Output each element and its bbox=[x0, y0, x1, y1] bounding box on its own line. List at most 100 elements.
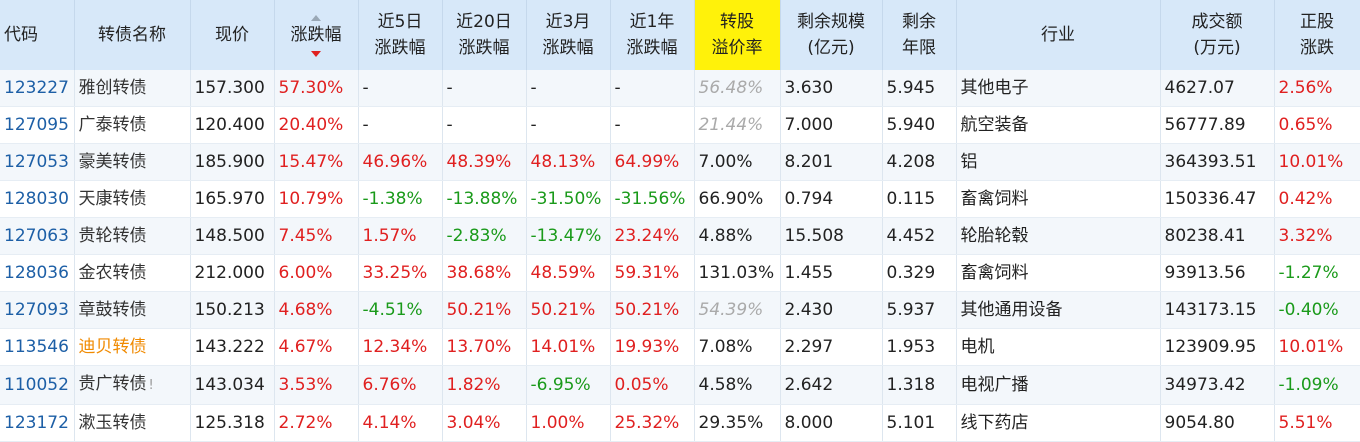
name-value[interactable]: 金农转债 bbox=[78, 263, 147, 283]
change-value: 3.53% bbox=[278, 375, 333, 395]
name-value[interactable]: 章鼓转债 bbox=[78, 300, 147, 320]
code-value[interactable]: 127063 bbox=[4, 226, 69, 246]
remaining-years-value: 4.452 bbox=[886, 226, 936, 246]
cell-code[interactable]: 110052 bbox=[0, 365, 75, 405]
table-row[interactable]: 128036 金农转债 212.000 6.00% 33.25% 38.68% 48.59%… bbox=[0, 254, 1360, 292]
code-value[interactable]: 127053 bbox=[4, 152, 69, 172]
premium-value: 66.90% bbox=[698, 189, 764, 209]
cell-code[interactable]: 113546 bbox=[0, 328, 75, 366]
header-chg-20d[interactable]: 近20日 涨跌幅 bbox=[442, 0, 527, 70]
chg-20d-value: 13.70% bbox=[446, 337, 512, 357]
table-row[interactable]: 127063 贵轮转债 148.500 7.45% 1.57% -2.83% -13.47%… bbox=[0, 217, 1360, 255]
remaining-size-value: 8.000 bbox=[784, 413, 834, 433]
cell-chg-1y: -31.56% bbox=[610, 180, 695, 218]
name-value[interactable]: 漱玉转债 bbox=[78, 413, 147, 433]
cell-name[interactable]: 迪贝转债 bbox=[74, 328, 191, 366]
premium-value: 29.35% bbox=[698, 413, 764, 433]
name-value[interactable]: 贵广转债 bbox=[78, 374, 147, 394]
name-value[interactable]: 迪贝转债 bbox=[78, 337, 147, 357]
name-value[interactable]: 广泰转债 bbox=[78, 115, 147, 135]
header-remaining-size[interactable]: 剩余规模 (亿元) bbox=[780, 0, 883, 70]
turnover-value: 56777.89 bbox=[1164, 115, 1246, 135]
cell-name[interactable]: 章鼓转债 bbox=[74, 291, 191, 329]
cell-name[interactable]: 豪美转债 bbox=[74, 143, 191, 181]
cell-remaining-years: 1.318 bbox=[882, 365, 957, 405]
table-row[interactable]: 110052 贵广转债! 143.034 3.53% 6.76% 1.82% -6.95% 0… bbox=[0, 365, 1360, 405]
header-industry[interactable]: 行业 bbox=[956, 0, 1161, 70]
cell-code[interactable]: 127095 bbox=[0, 106, 75, 144]
cell-premium: 29.35% bbox=[694, 404, 781, 442]
header-remaining-years[interactable]: 剩余 年限 bbox=[882, 0, 957, 70]
cell-chg-20d: 48.39% bbox=[442, 143, 527, 181]
change-value: 10.79% bbox=[278, 189, 344, 209]
cell-code[interactable]: 127053 bbox=[0, 143, 75, 181]
table-row[interactable]: 128030 天康转债 165.970 10.79% -1.38% -13.88% -31.… bbox=[0, 180, 1360, 218]
change-value: 2.72% bbox=[278, 413, 333, 433]
header-premium[interactable]: 转股 溢价率 bbox=[694, 0, 781, 70]
cell-industry: 其他通用设备 bbox=[956, 291, 1161, 329]
cell-code[interactable]: 127063 bbox=[0, 217, 75, 255]
cell-code[interactable]: 127093 bbox=[0, 291, 75, 329]
code-value[interactable]: 127095 bbox=[4, 115, 69, 135]
header-chg-3m[interactable]: 近3月 涨跌幅 bbox=[526, 0, 611, 70]
cell-name[interactable]: 金农转债 bbox=[74, 254, 191, 292]
stock-change-value: -1.27% bbox=[1278, 263, 1339, 283]
code-value[interactable]: 123227 bbox=[4, 78, 69, 98]
cell-name[interactable]: 广泰转债 bbox=[74, 106, 191, 144]
code-value[interactable]: 128036 bbox=[4, 263, 69, 283]
cell-chg-1y: 59.31% bbox=[610, 254, 695, 292]
cell-name[interactable]: 漱玉转债 bbox=[74, 404, 191, 442]
cell-remaining-years: 5.101 bbox=[882, 404, 957, 442]
table-body: 123227 雅创转债 157.300 57.30% - - - -56.48% 3.630 5.… bbox=[0, 70, 1360, 442]
chg-1y-value: 64.99% bbox=[614, 152, 680, 172]
table-row[interactable]: 123227 雅创转债 157.300 57.30% - - - -56.48% 3.630 5.… bbox=[0, 70, 1360, 107]
cell-code[interactable]: 128036 bbox=[0, 254, 75, 292]
turnover-value: 34973.42 bbox=[1164, 375, 1246, 395]
cell-change: 10.79% bbox=[274, 180, 359, 218]
cell-name[interactable]: 贵轮转债 bbox=[74, 217, 191, 255]
header-price[interactable]: 现价 bbox=[190, 0, 275, 70]
cell-premium: 7.08% bbox=[694, 328, 781, 366]
cell-name[interactable]: 贵广转债! bbox=[74, 365, 191, 405]
chg-1y-value: 23.24% bbox=[614, 226, 680, 246]
cell-premium: 21.44% bbox=[694, 106, 781, 144]
cell-chg-3m: -31.50% bbox=[526, 180, 611, 218]
cell-code[interactable]: 123227 bbox=[0, 70, 75, 107]
cell-chg-5d: - bbox=[358, 70, 443, 107]
change-value: 7.45% bbox=[278, 226, 333, 246]
cell-chg-3m: 1.00% bbox=[526, 404, 611, 442]
remaining-size-value: 2.297 bbox=[784, 337, 834, 357]
cell-name[interactable]: 雅创转债 bbox=[74, 70, 191, 107]
cell-remaining-years: 5.945 bbox=[882, 70, 957, 107]
header-chg-1y[interactable]: 近1年 涨跌幅 bbox=[610, 0, 695, 70]
header-stock-change[interactable]: 正股 涨跌 bbox=[1274, 0, 1360, 70]
code-value[interactable]: 110052 bbox=[4, 375, 69, 395]
table-row[interactable]: 127093 章鼓转债 150.213 4.68% -4.51% 50.21% 50.21%… bbox=[0, 291, 1360, 329]
name-suffix-mark: ! bbox=[148, 378, 154, 393]
code-value[interactable]: 127093 bbox=[4, 300, 69, 320]
code-value[interactable]: 113546 bbox=[4, 337, 69, 357]
stock-change-value: 2.56% bbox=[1278, 78, 1333, 98]
table-row[interactable]: 123172 漱玉转债 125.318 2.72% 4.14% 3.04% 1.00% 25.… bbox=[0, 404, 1360, 442]
header-code[interactable]: 代码 bbox=[0, 0, 75, 70]
chg-20d-value: -13.88% bbox=[446, 189, 518, 209]
header-turnover[interactable]: 成交额 (万元) bbox=[1160, 0, 1275, 70]
cell-code[interactable]: 123172 bbox=[0, 404, 75, 442]
name-value[interactable]: 雅创转债 bbox=[78, 78, 147, 98]
code-value[interactable]: 128030 bbox=[4, 189, 69, 209]
table-row[interactable]: 113546 迪贝转债 143.222 4.67% 12.34% 13.70% 14.01%… bbox=[0, 328, 1360, 366]
cell-code[interactable]: 128030 bbox=[0, 180, 75, 218]
header-chg-5d[interactable]: 近5日 涨跌幅 bbox=[358, 0, 443, 70]
name-value[interactable]: 豪美转债 bbox=[78, 152, 147, 172]
header-change[interactable]: 涨跌幅 bbox=[274, 0, 359, 70]
header-name[interactable]: 转债名称 bbox=[74, 0, 191, 70]
cell-chg-3m: 14.01% bbox=[526, 328, 611, 366]
table-row[interactable]: 127095 广泰转债 120.400 20.40% - - - -21.44% 7.000 5.… bbox=[0, 106, 1360, 144]
name-value[interactable]: 天康转债 bbox=[78, 189, 147, 209]
table-row[interactable]: 127053 豪美转债 185.900 15.47% 46.96% 48.39% 48.13… bbox=[0, 143, 1360, 181]
cell-name[interactable]: 天康转债 bbox=[74, 180, 191, 218]
code-value[interactable]: 123172 bbox=[4, 413, 69, 433]
name-value[interactable]: 贵轮转债 bbox=[78, 226, 147, 246]
premium-value: 54.39% bbox=[698, 300, 764, 320]
cell-stock-change: -1.27% bbox=[1274, 254, 1360, 292]
